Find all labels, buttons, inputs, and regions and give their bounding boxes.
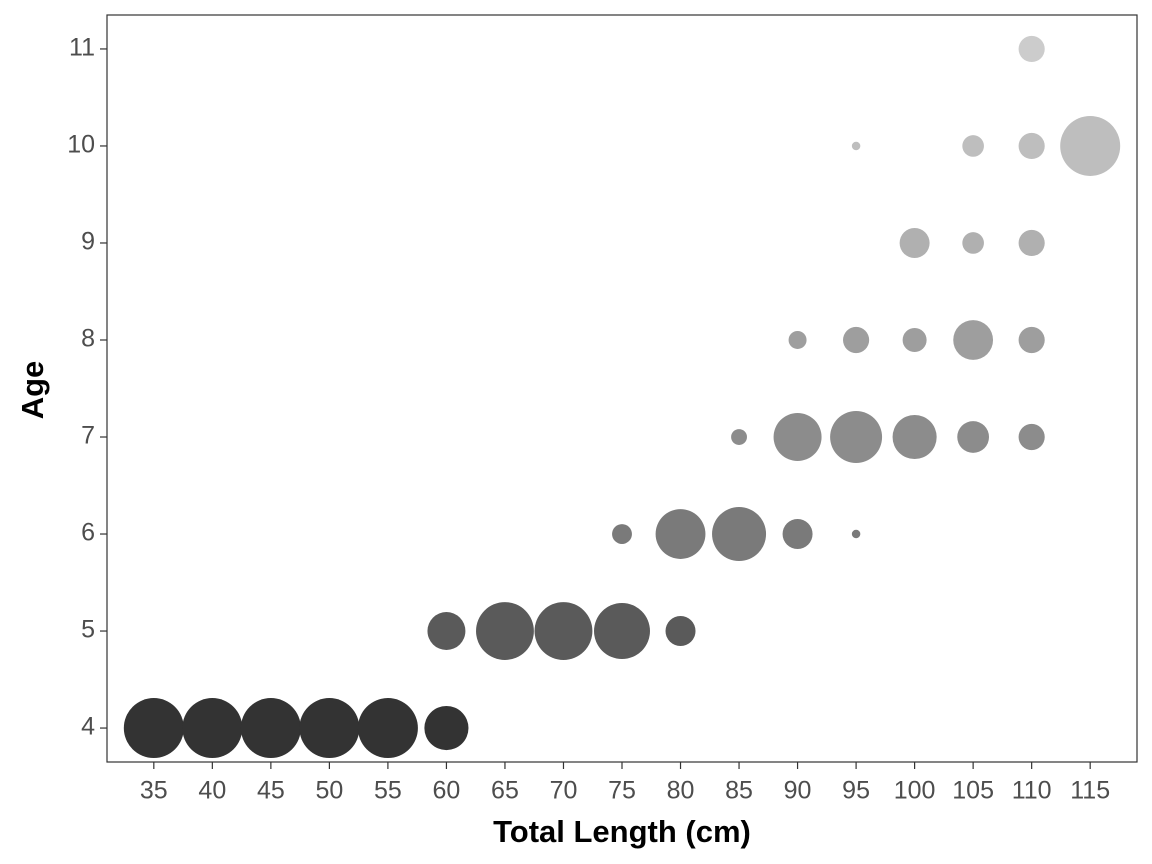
y-tick-label: 7 <box>81 422 95 450</box>
y-tick-label: 8 <box>81 325 95 353</box>
bubble <box>892 414 937 460</box>
x-tick-label: 35 <box>140 777 168 805</box>
x-tick-label: 40 <box>198 777 226 805</box>
bubble <box>424 706 469 751</box>
bubble <box>1018 326 1045 354</box>
x-tick-label: 100 <box>894 777 936 805</box>
bubble <box>773 413 822 462</box>
x-tick-label: 65 <box>491 777 519 805</box>
x-tick-label: 90 <box>784 777 812 805</box>
bubble <box>962 135 984 157</box>
bubble <box>953 320 994 360</box>
bubble <box>1060 115 1121 176</box>
x-tick-label: 70 <box>550 777 578 805</box>
y-tick-label: 10 <box>67 131 95 159</box>
y-axis-title: Age <box>15 361 50 420</box>
y-tick-label: 11 <box>69 34 95 62</box>
bubble <box>665 616 696 647</box>
x-tick-label: 55 <box>374 777 402 805</box>
bubble <box>534 602 593 660</box>
y-tick-label: 5 <box>81 616 95 644</box>
x-tick-label: 80 <box>667 777 695 805</box>
bubble <box>830 411 883 463</box>
bubble <box>788 330 807 349</box>
y-tick-label: 6 <box>81 519 95 547</box>
x-tick-label: 115 <box>1070 777 1110 805</box>
x-tick-label: 85 <box>725 777 753 805</box>
bubble <box>612 524 632 544</box>
bubble <box>731 429 747 445</box>
x-tick-label: 45 <box>257 777 285 805</box>
y-tick-label: 9 <box>81 228 95 256</box>
bubble <box>1018 229 1045 257</box>
bubble <box>476 602 534 660</box>
bubble <box>182 698 243 759</box>
bubble <box>427 612 466 651</box>
x-tick-label: 60 <box>433 777 461 805</box>
x-tick-label: 95 <box>842 777 870 805</box>
x-tick-label: 75 <box>608 777 636 805</box>
bubble <box>240 698 301 759</box>
bubble <box>902 327 927 352</box>
bubble <box>712 507 767 562</box>
bubble <box>782 519 813 550</box>
x-axis-title: Total Length (cm) <box>493 814 751 849</box>
bubble <box>1018 35 1045 63</box>
bubble <box>851 141 861 151</box>
y-tick-label: 4 <box>81 713 95 741</box>
bubble <box>299 698 360 759</box>
x-tick-label: 50 <box>315 777 343 805</box>
bubble <box>1018 423 1045 451</box>
bubble <box>962 232 984 254</box>
bubble <box>357 698 418 759</box>
bubble <box>899 227 930 258</box>
x-tick-label: 105 <box>952 777 994 805</box>
x-tick-label: 110 <box>1012 777 1052 805</box>
bubble <box>851 529 861 539</box>
bubble <box>123 698 184 759</box>
bubble <box>957 421 990 453</box>
bubble <box>1018 132 1045 160</box>
bubble <box>655 509 706 559</box>
bubble <box>843 326 870 354</box>
bubble <box>594 603 650 660</box>
